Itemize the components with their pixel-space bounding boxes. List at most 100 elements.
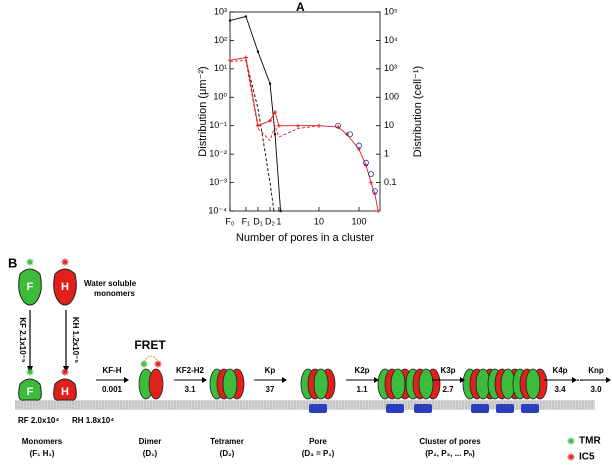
monomer bbox=[18, 268, 42, 306]
point bbox=[344, 132, 349, 137]
point bbox=[368, 171, 374, 177]
point bbox=[347, 131, 353, 138]
point bbox=[372, 188, 378, 195]
pore-foot bbox=[386, 404, 404, 413]
point bbox=[273, 110, 278, 115]
subunit bbox=[222, 368, 238, 400]
y2-tick-label: 10 bbox=[384, 120, 394, 130]
arrowhead bbox=[572, 377, 577, 383]
panel-label: A bbox=[296, 0, 305, 14]
y-tick-label: 10⁻⁴ bbox=[208, 205, 227, 215]
x-axis-title: Number of pores in a cluster bbox=[236, 232, 375, 244]
rate-constant: K4p bbox=[552, 366, 567, 375]
stage-name: Dimer bbox=[139, 437, 162, 446]
r-label: RF 2.0x10⁴ bbox=[18, 416, 59, 425]
series-line bbox=[245, 60, 275, 211]
arrowhead bbox=[63, 366, 69, 373]
rate-value: 0.001 bbox=[102, 385, 123, 394]
y-axis-title: Distribution (μm⁻²) bbox=[197, 66, 209, 156]
series-line bbox=[230, 59, 320, 142]
monomer bbox=[53, 268, 77, 306]
point bbox=[255, 123, 260, 128]
stage-sub: (D₂) bbox=[220, 449, 235, 458]
stage-sub: (D₁) bbox=[143, 449, 158, 458]
fret-arc bbox=[143, 355, 159, 363]
y2-tick-label: 10⁵ bbox=[384, 6, 398, 16]
fluor-star bbox=[568, 438, 574, 444]
rate-constant: KF-H bbox=[102, 366, 121, 375]
x-tick-label: F₀ bbox=[225, 216, 234, 226]
r-label: RH 1.8x10⁴ bbox=[72, 416, 114, 425]
rate-value: 3.0 bbox=[590, 385, 602, 394]
series-line bbox=[230, 57, 379, 211]
monomer-letter: F bbox=[27, 281, 34, 293]
point bbox=[228, 19, 232, 22]
point bbox=[369, 180, 374, 185]
stage-name: Tetramer bbox=[210, 437, 244, 446]
stage-sub: (F₁ H₁) bbox=[30, 449, 55, 458]
arrowhead bbox=[606, 377, 611, 383]
monomer-letter: H bbox=[61, 281, 69, 293]
pore-foot bbox=[309, 404, 327, 413]
monomer bbox=[53, 378, 77, 401]
rate-value: 37 bbox=[266, 385, 275, 394]
point bbox=[363, 159, 369, 166]
y-tick-label: 10⁻³ bbox=[209, 177, 227, 187]
rate-constant: Kp bbox=[265, 366, 276, 375]
y-tick-label: 10³ bbox=[214, 6, 227, 16]
subunit bbox=[313, 368, 329, 400]
x-tick-label: 10 bbox=[314, 216, 324, 226]
membrane bbox=[15, 400, 595, 410]
y2-tick-label: 0.1 bbox=[384, 177, 397, 187]
pore-foot bbox=[521, 404, 539, 413]
arrowhead bbox=[124, 377, 129, 383]
y-tick-label: 10¹ bbox=[214, 63, 227, 73]
monomer bbox=[18, 378, 42, 401]
point bbox=[268, 118, 273, 123]
water-label: monomers bbox=[94, 289, 135, 298]
arrowhead bbox=[282, 377, 287, 383]
monomer-letter: F bbox=[27, 386, 34, 398]
stage-name: Cluster of pores bbox=[419, 437, 481, 446]
monomer-letter: H bbox=[61, 386, 69, 398]
point bbox=[335, 122, 341, 129]
point bbox=[268, 82, 272, 85]
x-tick-label: F₁ bbox=[242, 216, 251, 226]
rate-value: 2.7 bbox=[442, 385, 454, 394]
water-label: Water soluble bbox=[84, 279, 137, 288]
fluor-star bbox=[155, 361, 161, 367]
pore-foot bbox=[414, 404, 432, 413]
point bbox=[279, 209, 282, 213]
point bbox=[244, 15, 248, 18]
rate-value: 3.1 bbox=[184, 385, 196, 394]
subunit bbox=[418, 368, 434, 400]
fluor-star bbox=[27, 369, 33, 375]
stage-name: Monomers bbox=[22, 437, 63, 446]
legend-label: IC5 bbox=[579, 452, 595, 463]
series-line bbox=[230, 15, 282, 211]
rate-constant: K3p bbox=[440, 366, 455, 375]
rate-value: 3.4 bbox=[554, 385, 566, 394]
point bbox=[256, 50, 260, 53]
x-tick-label: 100 bbox=[351, 216, 366, 226]
fret-label: FRET bbox=[134, 338, 166, 352]
fluor-star bbox=[62, 259, 68, 265]
y-tick-label: 10² bbox=[214, 35, 227, 45]
point bbox=[276, 123, 281, 128]
y2-tick-label: 10³ bbox=[384, 63, 397, 73]
y-tick-label: 10⁻² bbox=[209, 149, 227, 159]
fluor-star bbox=[27, 259, 33, 265]
y2-axis-title: Distribution (cell⁻¹) bbox=[412, 66, 424, 157]
rate-constant: KF2-H2 bbox=[176, 366, 205, 375]
fluor-star bbox=[141, 361, 147, 367]
y-tick-label: 10⁰ bbox=[213, 92, 227, 102]
point bbox=[376, 209, 381, 213]
subunit bbox=[525, 368, 541, 400]
point bbox=[296, 123, 301, 128]
x-tick-label: 1 bbox=[276, 216, 281, 226]
point bbox=[356, 142, 362, 149]
plot-frame bbox=[229, 11, 381, 212]
y2-tick-label: 1 bbox=[384, 149, 389, 159]
arrowhead bbox=[460, 377, 465, 383]
